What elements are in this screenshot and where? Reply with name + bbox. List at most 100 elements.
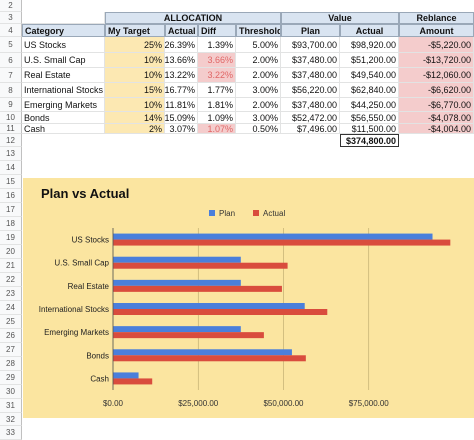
allocation-group-header[interactable]: ALLOCATION	[105, 12, 281, 24]
row-header[interactable]: 31	[0, 399, 22, 413]
row-header[interactable]: 29	[0, 371, 22, 385]
cell-actual-value[interactable]: $62,840.00	[340, 83, 399, 98]
cell-diff[interactable]: 1.77%	[198, 83, 236, 98]
header-plan[interactable]: Plan	[281, 24, 340, 37]
cell-my-target[interactable]: 2%	[105, 124, 165, 134]
row-header[interactable]: 2	[0, 0, 22, 12]
header-threshold[interactable]: Threshold	[236, 24, 281, 37]
total-value-cell[interactable]: $374,800.00	[340, 134, 399, 147]
cell-diff[interactable]: 1.07%	[198, 124, 236, 134]
cell-plan[interactable]: $56,220.00	[281, 83, 340, 98]
cell-plan[interactable]: $52,472.00	[281, 112, 340, 124]
row-header[interactable]: 14	[0, 161, 22, 175]
row-header[interactable]: 27	[0, 343, 22, 357]
plan-vs-actual-chart[interactable]: Plan vs Actual $0.00 $25,000.00 $50,000.00…	[23, 178, 474, 418]
cell-actual[interactable]: 15.09%	[165, 112, 198, 124]
row-header[interactable]: 24	[0, 301, 22, 315]
header-category[interactable]: Category	[22, 24, 105, 37]
header-actual[interactable]: Actual	[165, 24, 198, 37]
cell-diff[interactable]: 3.66%	[198, 53, 236, 68]
row-header[interactable]: 12	[0, 134, 22, 147]
cell-threshold[interactable]: 0.50%	[236, 124, 281, 134]
cell-actual[interactable]: 13.22%	[165, 68, 198, 83]
row-header[interactable]: 19	[0, 231, 22, 245]
cell-category[interactable]: US Stocks	[22, 37, 105, 53]
row-header[interactable]: 25	[0, 315, 22, 329]
cell-rebalance-amount[interactable]: -$13,720.00	[399, 53, 474, 68]
cell-category[interactable]: U.S. Small Cap	[22, 53, 105, 68]
row-header[interactable]: 20	[0, 245, 22, 259]
cell-diff[interactable]: 1.81%	[198, 98, 236, 112]
cell-actual[interactable]: 26.39%	[165, 37, 198, 53]
cell-category[interactable]: Real Estate	[22, 68, 105, 83]
cell-plan[interactable]: $37,480.00	[281, 53, 340, 68]
row-header[interactable]: 26	[0, 329, 22, 343]
cell-actual[interactable]: 13.66%	[165, 53, 198, 68]
row-header[interactable]: 16	[0, 189, 22, 203]
cell-threshold[interactable]: 2.00%	[236, 98, 281, 112]
cell-category[interactable]: International Stocks	[22, 83, 105, 98]
cell-my-target[interactable]: 10%	[105, 98, 165, 112]
cell-rebalance-amount[interactable]: -$6,770.00	[399, 98, 474, 112]
row-header[interactable]: 10	[0, 112, 22, 124]
blank-cell[interactable]	[22, 12, 105, 24]
row-header[interactable]: 7	[0, 68, 22, 83]
cell-category[interactable]: Cash	[22, 124, 105, 134]
row-header[interactable]: 23	[0, 287, 22, 301]
row-header[interactable]: 15	[0, 175, 22, 189]
header-my-target[interactable]: My Target	[105, 24, 165, 37]
cell-actual[interactable]: 3.07%	[165, 124, 198, 134]
row-header[interactable]: 17	[0, 203, 22, 217]
cell-rebalance-amount[interactable]: -$6,620.00	[399, 83, 474, 98]
cell-rebalance-amount[interactable]: -$12,060.00	[399, 68, 474, 83]
cell-threshold[interactable]: 2.00%	[236, 53, 281, 68]
row-header[interactable]: 22	[0, 273, 22, 287]
cell-rebalance-amount[interactable]: -$4,004.00	[399, 124, 474, 134]
cell-my-target[interactable]: 10%	[105, 68, 165, 83]
cell-actual-value[interactable]: $49,540.00	[340, 68, 399, 83]
row-header[interactable]: 33	[0, 426, 22, 440]
row-header[interactable]: 30	[0, 385, 22, 399]
row-header[interactable]: 6	[0, 53, 22, 68]
cell-diff[interactable]: 1.09%	[198, 112, 236, 124]
row-header[interactable]: 3	[0, 12, 22, 24]
cell-category[interactable]: Emerging Markets	[22, 98, 105, 112]
row-header[interactable]: 18	[0, 217, 22, 231]
row-header[interactable]: 4	[0, 24, 22, 37]
cell-diff[interactable]: 3.22%	[198, 68, 236, 83]
cell-actual-value[interactable]: $11,500.00	[340, 124, 399, 134]
row-header[interactable]: 8	[0, 83, 22, 98]
row-header[interactable]: 13	[0, 147, 22, 161]
cell-threshold[interactable]: 3.00%	[236, 112, 281, 124]
cell-plan[interactable]: $7,496.00	[281, 124, 340, 134]
row-header[interactable]: 28	[0, 357, 22, 371]
value-group-header[interactable]: Value	[281, 12, 399, 24]
row-header[interactable]: 11	[0, 124, 22, 134]
cell-my-target[interactable]: 14%	[105, 112, 165, 124]
cell-my-target[interactable]: 15%	[105, 83, 165, 98]
cell-rebalance-amount[interactable]: -$5,220.00	[399, 37, 474, 53]
cell-my-target[interactable]: 10%	[105, 53, 165, 68]
header-actual-value[interactable]: Actual	[340, 24, 399, 37]
row-header[interactable]: 21	[0, 259, 22, 273]
cell-plan[interactable]: $93,700.00	[281, 37, 340, 53]
cell-actual[interactable]: 16.77%	[165, 83, 198, 98]
rebalance-group-header[interactable]: Reblance	[399, 12, 474, 24]
cell-category[interactable]: Bonds	[22, 112, 105, 124]
cell-actual-value[interactable]: $56,550.00	[340, 112, 399, 124]
cell-actual-value[interactable]: $98,920.00	[340, 37, 399, 53]
cell-actual[interactable]: 11.81%	[165, 98, 198, 112]
header-amount[interactable]: Amount	[399, 24, 474, 37]
cell-diff[interactable]: 1.39%	[198, 37, 236, 53]
cell-actual-value[interactable]: $51,200.00	[340, 53, 399, 68]
cell-my-target[interactable]: 25%	[105, 37, 165, 53]
row-header[interactable]: 5	[0, 37, 22, 53]
cell-threshold[interactable]: 2.00%	[236, 68, 281, 83]
cell-plan[interactable]: $37,480.00	[281, 98, 340, 112]
row-header[interactable]: 32	[0, 413, 22, 426]
row-header[interactable]: 9	[0, 98, 22, 112]
header-diff[interactable]: Diff	[198, 24, 236, 37]
cell-threshold[interactable]: 3.00%	[236, 83, 281, 98]
cell-actual-value[interactable]: $44,250.00	[340, 98, 399, 112]
cell-threshold[interactable]: 5.00%	[236, 37, 281, 53]
